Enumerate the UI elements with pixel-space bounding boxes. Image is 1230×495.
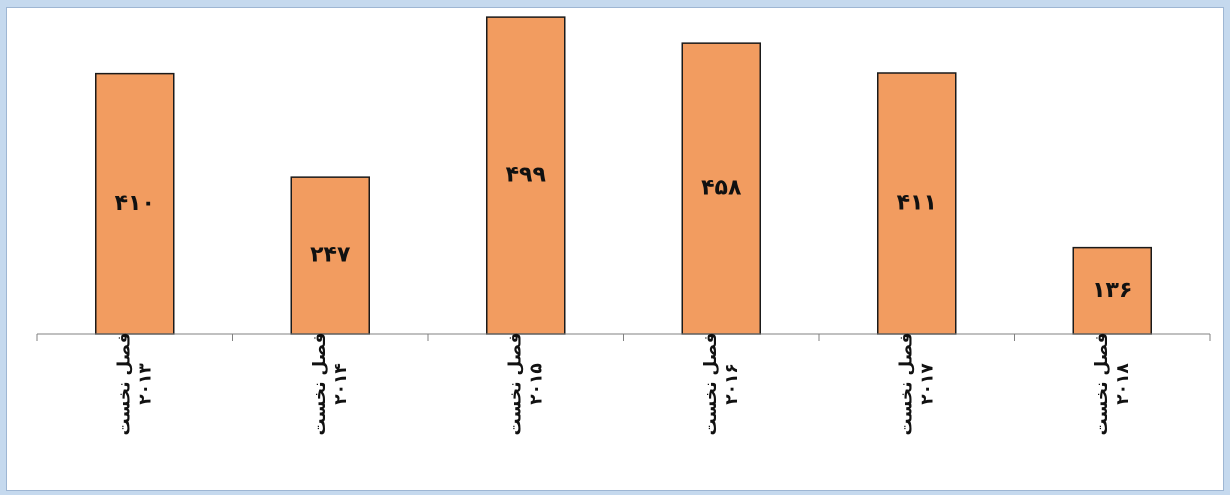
category-label-line: فصل نخست [114,333,134,436]
bar-3 [486,16,566,335]
data-label-3: ۴۹۹ [506,163,546,188]
bar-5 [877,72,957,335]
category-label-line: ۲۰۱۷ [917,363,937,405]
x-axis-ticks [36,334,1211,341]
bar-1 [95,72,175,335]
category-label-line: فصل نخست [310,333,330,436]
category-label-1: فصل نخست ۲۰۱۳ [114,333,155,436]
category-label-line: ۲۰۱۳ [135,363,155,405]
category-label-line: ۲۰۱۴ [331,363,351,405]
category-label-2: فصل نخست ۲۰۱۴ [310,333,351,436]
data-label-5: ۴۱۱ [897,190,937,215]
category-label-line: فصل نخست [701,333,721,436]
data-label-2: ۲۴۷ [310,243,351,268]
data-labels-group: ۴۱۰ ۲۴۷ ۴۹۹ ۴۵۸ ۴۱۱ ۱۳۶ [115,163,1133,303]
bar-2 [290,176,370,335]
category-label-line: ۲۰۱۸ [1113,363,1133,405]
category-label-4: فصل نخست ۲۰۱۶ [701,333,742,436]
category-label-line: فصل نخست [505,333,525,436]
chart-frame: ۴۱۰ ۲۴۷ ۴۹۹ ۴۵۸ ۴۱۱ ۱۳۶ فصل نخست ۲۰۱۳ فصل نخست ۲… [6,7,1224,491]
bars-group [95,16,1152,335]
data-label-6: ۱۳۶ [1092,278,1132,303]
category-label-line: ۲۰۱۵ [526,363,546,405]
category-label-line: ۲۰۱۶ [722,363,742,405]
category-label-line: فصل نخست [896,333,916,436]
data-label-4: ۴۵۸ [701,176,742,201]
category-label-5: فصل نخست ۲۰۱۷ [896,333,937,436]
bar-4 [681,42,761,335]
bar-6 [1072,246,1152,335]
category-label-3: فصل نخست ۲۰۱۵ [505,333,546,436]
category-labels-group: فصل نخست ۲۰۱۳ فصل نخست ۲۰۱۴ فصل نخست ۲۰۱۵ فصل … [114,333,1133,436]
data-label-1: ۴۱۰ [115,191,155,216]
category-label-line: فصل نخست [1092,333,1112,436]
category-label-6: فصل نخست ۲۰۱۸ [1092,333,1133,436]
